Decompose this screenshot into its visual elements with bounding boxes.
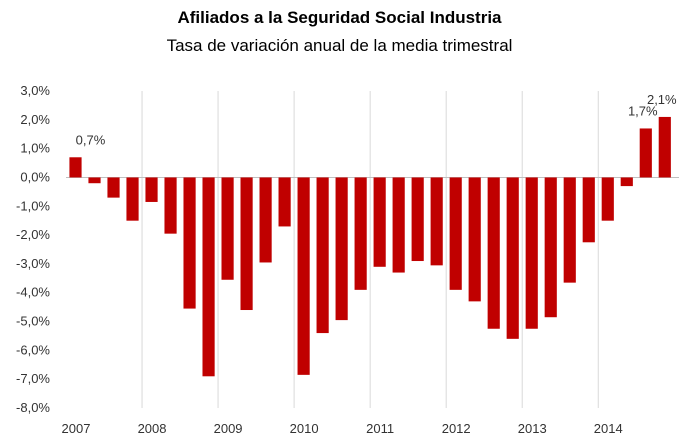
x-year-label: 2014: [594, 421, 623, 436]
data-label: 1,7%: [628, 103, 658, 118]
bar: [354, 177, 367, 290]
bar: [278, 177, 291, 227]
y-tick-label: 2,0%: [20, 112, 50, 127]
bar: [221, 177, 234, 280]
bar: [297, 177, 310, 375]
bar: [449, 177, 462, 290]
x-year-label: 2012: [442, 421, 471, 436]
bar: [601, 177, 614, 221]
y-tick-label: -2,0%: [16, 227, 50, 242]
chart-subtitle: Tasa de variación anual de la media trim…: [166, 36, 513, 55]
y-tick-label: -5,0%: [16, 314, 50, 329]
bar: [411, 177, 424, 262]
bar: [88, 177, 101, 184]
bar: [525, 177, 538, 329]
bar: [468, 177, 481, 302]
bar: [563, 177, 576, 283]
y-tick-label: 1,0%: [20, 141, 50, 156]
bar: [240, 177, 253, 311]
y-tick-label: -1,0%: [16, 198, 50, 213]
x-year-label: 2009: [214, 421, 243, 436]
x-year-label: 2011: [366, 421, 394, 436]
chart-title: Afiliados a la Seguridad Social Industri…: [177, 8, 502, 27]
x-year-label: 2010: [290, 421, 319, 436]
bar: [69, 157, 82, 178]
bar: [639, 128, 652, 178]
bar: [259, 177, 272, 263]
y-tick-label: 3,0%: [20, 83, 50, 98]
bar: [335, 177, 348, 321]
data-label: 0,7%: [76, 132, 106, 147]
bar: [392, 177, 405, 273]
bar: [658, 116, 671, 178]
y-tick-label: 0,0%: [20, 169, 50, 184]
bar: [316, 177, 329, 334]
bar: [544, 177, 557, 318]
bar: [373, 177, 386, 267]
bar: [107, 177, 120, 198]
bar: [164, 177, 177, 234]
bar: [126, 177, 139, 221]
data-label: 2,1%: [647, 92, 677, 107]
bar: [506, 177, 519, 339]
bar: [487, 177, 500, 329]
y-tick-label: -3,0%: [16, 256, 50, 271]
x-year-label: 2008: [138, 421, 167, 436]
x-year-label: 2013: [518, 421, 547, 436]
bar: [582, 177, 595, 243]
y-tick-label: -8,0%: [16, 400, 50, 415]
bar: [183, 177, 196, 309]
y-tick-label: -7,0%: [16, 371, 50, 386]
y-tick-label: -6,0%: [16, 342, 50, 357]
x-year-label: 2007: [62, 421, 91, 436]
bar: [430, 177, 443, 266]
bar: [145, 177, 158, 202]
bar: [202, 177, 215, 377]
bar: [620, 177, 633, 187]
y-tick-label: -4,0%: [16, 285, 50, 300]
